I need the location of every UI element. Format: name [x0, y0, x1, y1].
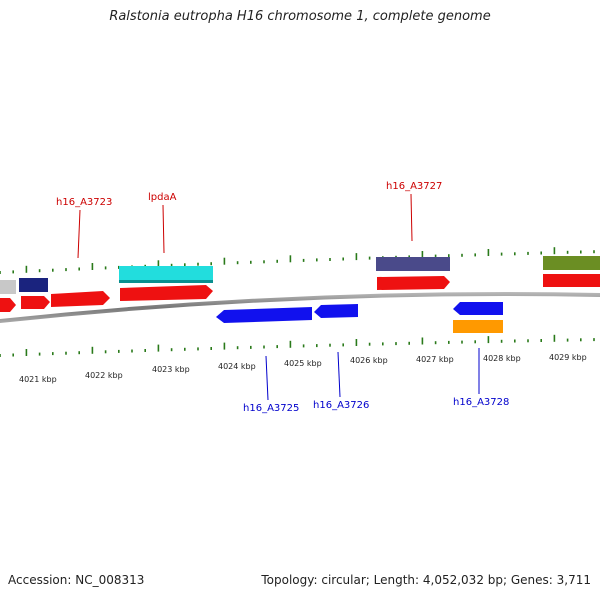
cyan-feature-shadow: [119, 280, 213, 283]
tick-label: 4022 kbp: [85, 371, 123, 380]
gray-feature[interactable]: [0, 280, 16, 294]
gene-label[interactable]: h16_A3727: [386, 181, 442, 192]
tick-label: 4026 kbp: [350, 356, 388, 365]
tick-label: 4028 kbp: [483, 354, 521, 363]
outer-tick-track: [0, 247, 595, 274]
tick-label: 4021 kbp: [19, 375, 57, 384]
gene-arrow-plus[interactable]: [21, 296, 50, 309]
gene-track-minus: [216, 302, 503, 333]
inner-tick-track: [0, 334, 595, 357]
olive-feature[interactable]: [543, 256, 600, 270]
gene-arrow-plus-h16-A3723[interactable]: [51, 291, 110, 307]
gene-label[interactable]: h16_A3728: [453, 397, 509, 408]
chromosome-backbone: [0, 292, 600, 323]
gene-arrow-plus-lpdaA[interactable]: [120, 285, 213, 301]
gene-label[interactable]: h16_A3726: [313, 400, 369, 411]
map-title: Ralstonia eutropha H16 chromosome 1, com…: [109, 9, 491, 24]
gene-arrow-plus[interactable]: [543, 274, 600, 287]
orange-feature[interactable]: [453, 320, 503, 333]
gene-label[interactable]: h16_A3723: [56, 197, 112, 208]
tick-label: 4025 kbp: [284, 359, 322, 368]
feature-track-outer: [0, 256, 600, 294]
gene-label[interactable]: lpdaA: [148, 192, 177, 203]
navy-feature[interactable]: [19, 278, 48, 292]
gene-arrow-plus[interactable]: [0, 298, 16, 312]
slate-feature-h16-A3727[interactable]: [376, 257, 450, 271]
cyan-feature-lpdaA[interactable]: [119, 266, 213, 280]
tick-label: 4024 kbp: [218, 362, 256, 371]
tick-label: 4029 kbp: [549, 353, 587, 362]
gene-arrow-minus-h16-A3725[interactable]: [216, 307, 312, 323]
tick-label: 4023 kbp: [152, 365, 190, 374]
accession-text: Accession: NC_008313: [8, 573, 145, 587]
gene-label[interactable]: h16_A3725: [243, 403, 299, 414]
gene-arrow-plus-h16-A3727[interactable]: [377, 276, 450, 290]
tick-label: 4027 kbp: [416, 355, 454, 364]
gene-arrow-minus-h16-A3728[interactable]: [453, 302, 503, 315]
genome-summary-text: Topology: circular; Length: 4,052,032 bp…: [261, 573, 591, 587]
gene-track-plus: [0, 274, 600, 312]
tick-labels: 4021 kbp 4022 kbp 4023 kbp 4024 kbp 4025…: [19, 353, 587, 384]
gene-arrow-minus-h16-A3726[interactable]: [314, 304, 358, 318]
label-leaders: [77, 193, 480, 401]
gene-labels: h16_A3723 lpdaA h16_A3727 h16_A3725 h16_…: [56, 181, 509, 414]
